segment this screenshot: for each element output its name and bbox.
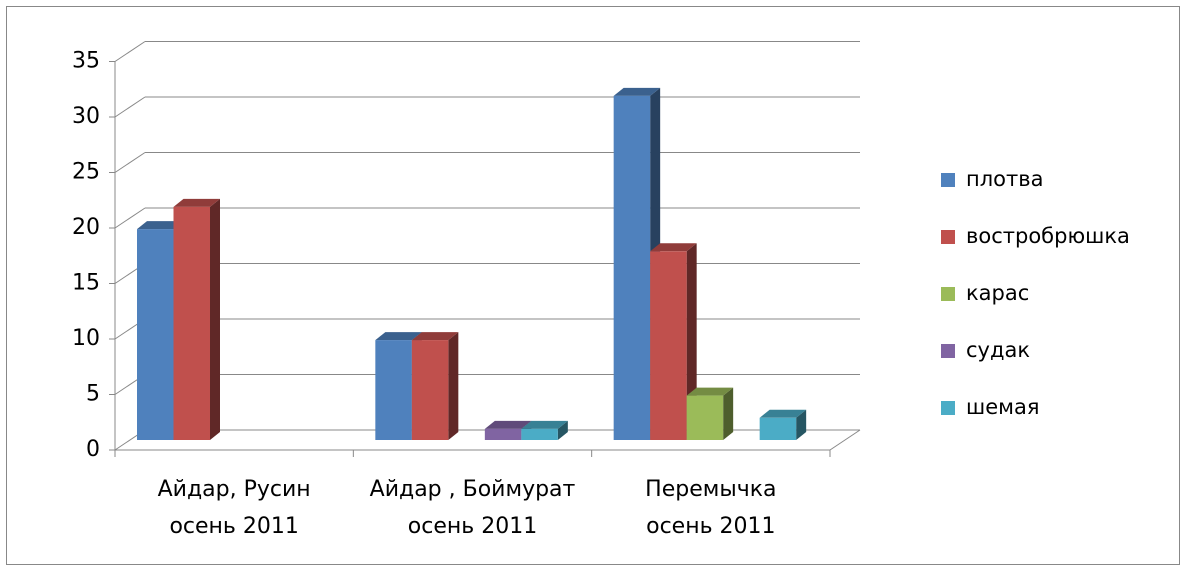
legend-swatch: [941, 401, 955, 415]
bar: [686, 387, 734, 440]
bar-top: [137, 221, 184, 230]
bar-side: [210, 198, 220, 440]
floor-edge: [829, 429, 861, 451]
x-tick-label: Айдар, Русин: [158, 477, 311, 502]
bar: [521, 420, 568, 440]
grid-line-side: [114, 207, 146, 229]
bar-front: [137, 229, 174, 440]
bar-front: [686, 395, 724, 440]
bar-front: [521, 428, 558, 440]
bar-top: [686, 387, 734, 396]
legend-label: карас: [966, 281, 1029, 305]
bar-top: [484, 420, 532, 429]
legend-swatch: [941, 344, 955, 358]
bar-front: [650, 251, 687, 440]
bar-top: [521, 420, 568, 429]
bar-front: [484, 428, 522, 440]
y-tick-label: 20: [72, 215, 100, 240]
y-tick-label: 15: [72, 271, 100, 296]
legend-swatch: [941, 173, 955, 187]
legend-swatch: [941, 230, 955, 244]
bar-side: [448, 332, 459, 440]
x-tick-label: осень 2011: [646, 514, 775, 539]
bar-side: [723, 387, 734, 440]
grid-line-side: [114, 41, 146, 62]
y-tick-label: 10: [72, 326, 100, 351]
y-tick-label: 30: [72, 104, 100, 129]
bar-top: [613, 87, 661, 96]
bar-front: [759, 417, 797, 440]
bar-top: [759, 409, 807, 418]
bar-front: [613, 95, 651, 441]
y-tick-label: 25: [72, 160, 100, 185]
bar-top: [173, 198, 220, 207]
y-tick-label: 0: [86, 437, 100, 462]
y-tick-label: 5: [86, 382, 100, 407]
x-tick-label: осень 2011: [408, 514, 537, 539]
bar-side: [557, 420, 568, 440]
bar: [411, 332, 459, 440]
x-tick-label: Перемычка: [645, 477, 776, 502]
x-tick-label: Айдар , Боймурат: [370, 477, 576, 502]
bar-top: [375, 332, 422, 341]
bar: [173, 198, 220, 440]
y-tick-label: 35: [72, 49, 100, 74]
legend: плотва востробрюшка карас судак шемая: [941, 167, 1130, 419]
bar-front: [375, 340, 412, 440]
legend-label: шемая: [966, 395, 1039, 419]
bar-top: [411, 332, 459, 341]
legend-label: судак: [966, 338, 1030, 362]
bar: [759, 409, 807, 440]
bar-top: [650, 243, 697, 252]
legend-label: востробрюшка: [966, 224, 1130, 248]
grid-line-side: [114, 96, 146, 118]
legend-label: плотва: [966, 167, 1043, 191]
bar-side: [796, 409, 807, 440]
bar-front: [411, 340, 449, 440]
legend-swatch: [941, 287, 955, 301]
x-tick-label: осень 2011: [169, 514, 298, 539]
grid-line-side: [114, 152, 146, 173]
bar-front: [173, 206, 210, 440]
